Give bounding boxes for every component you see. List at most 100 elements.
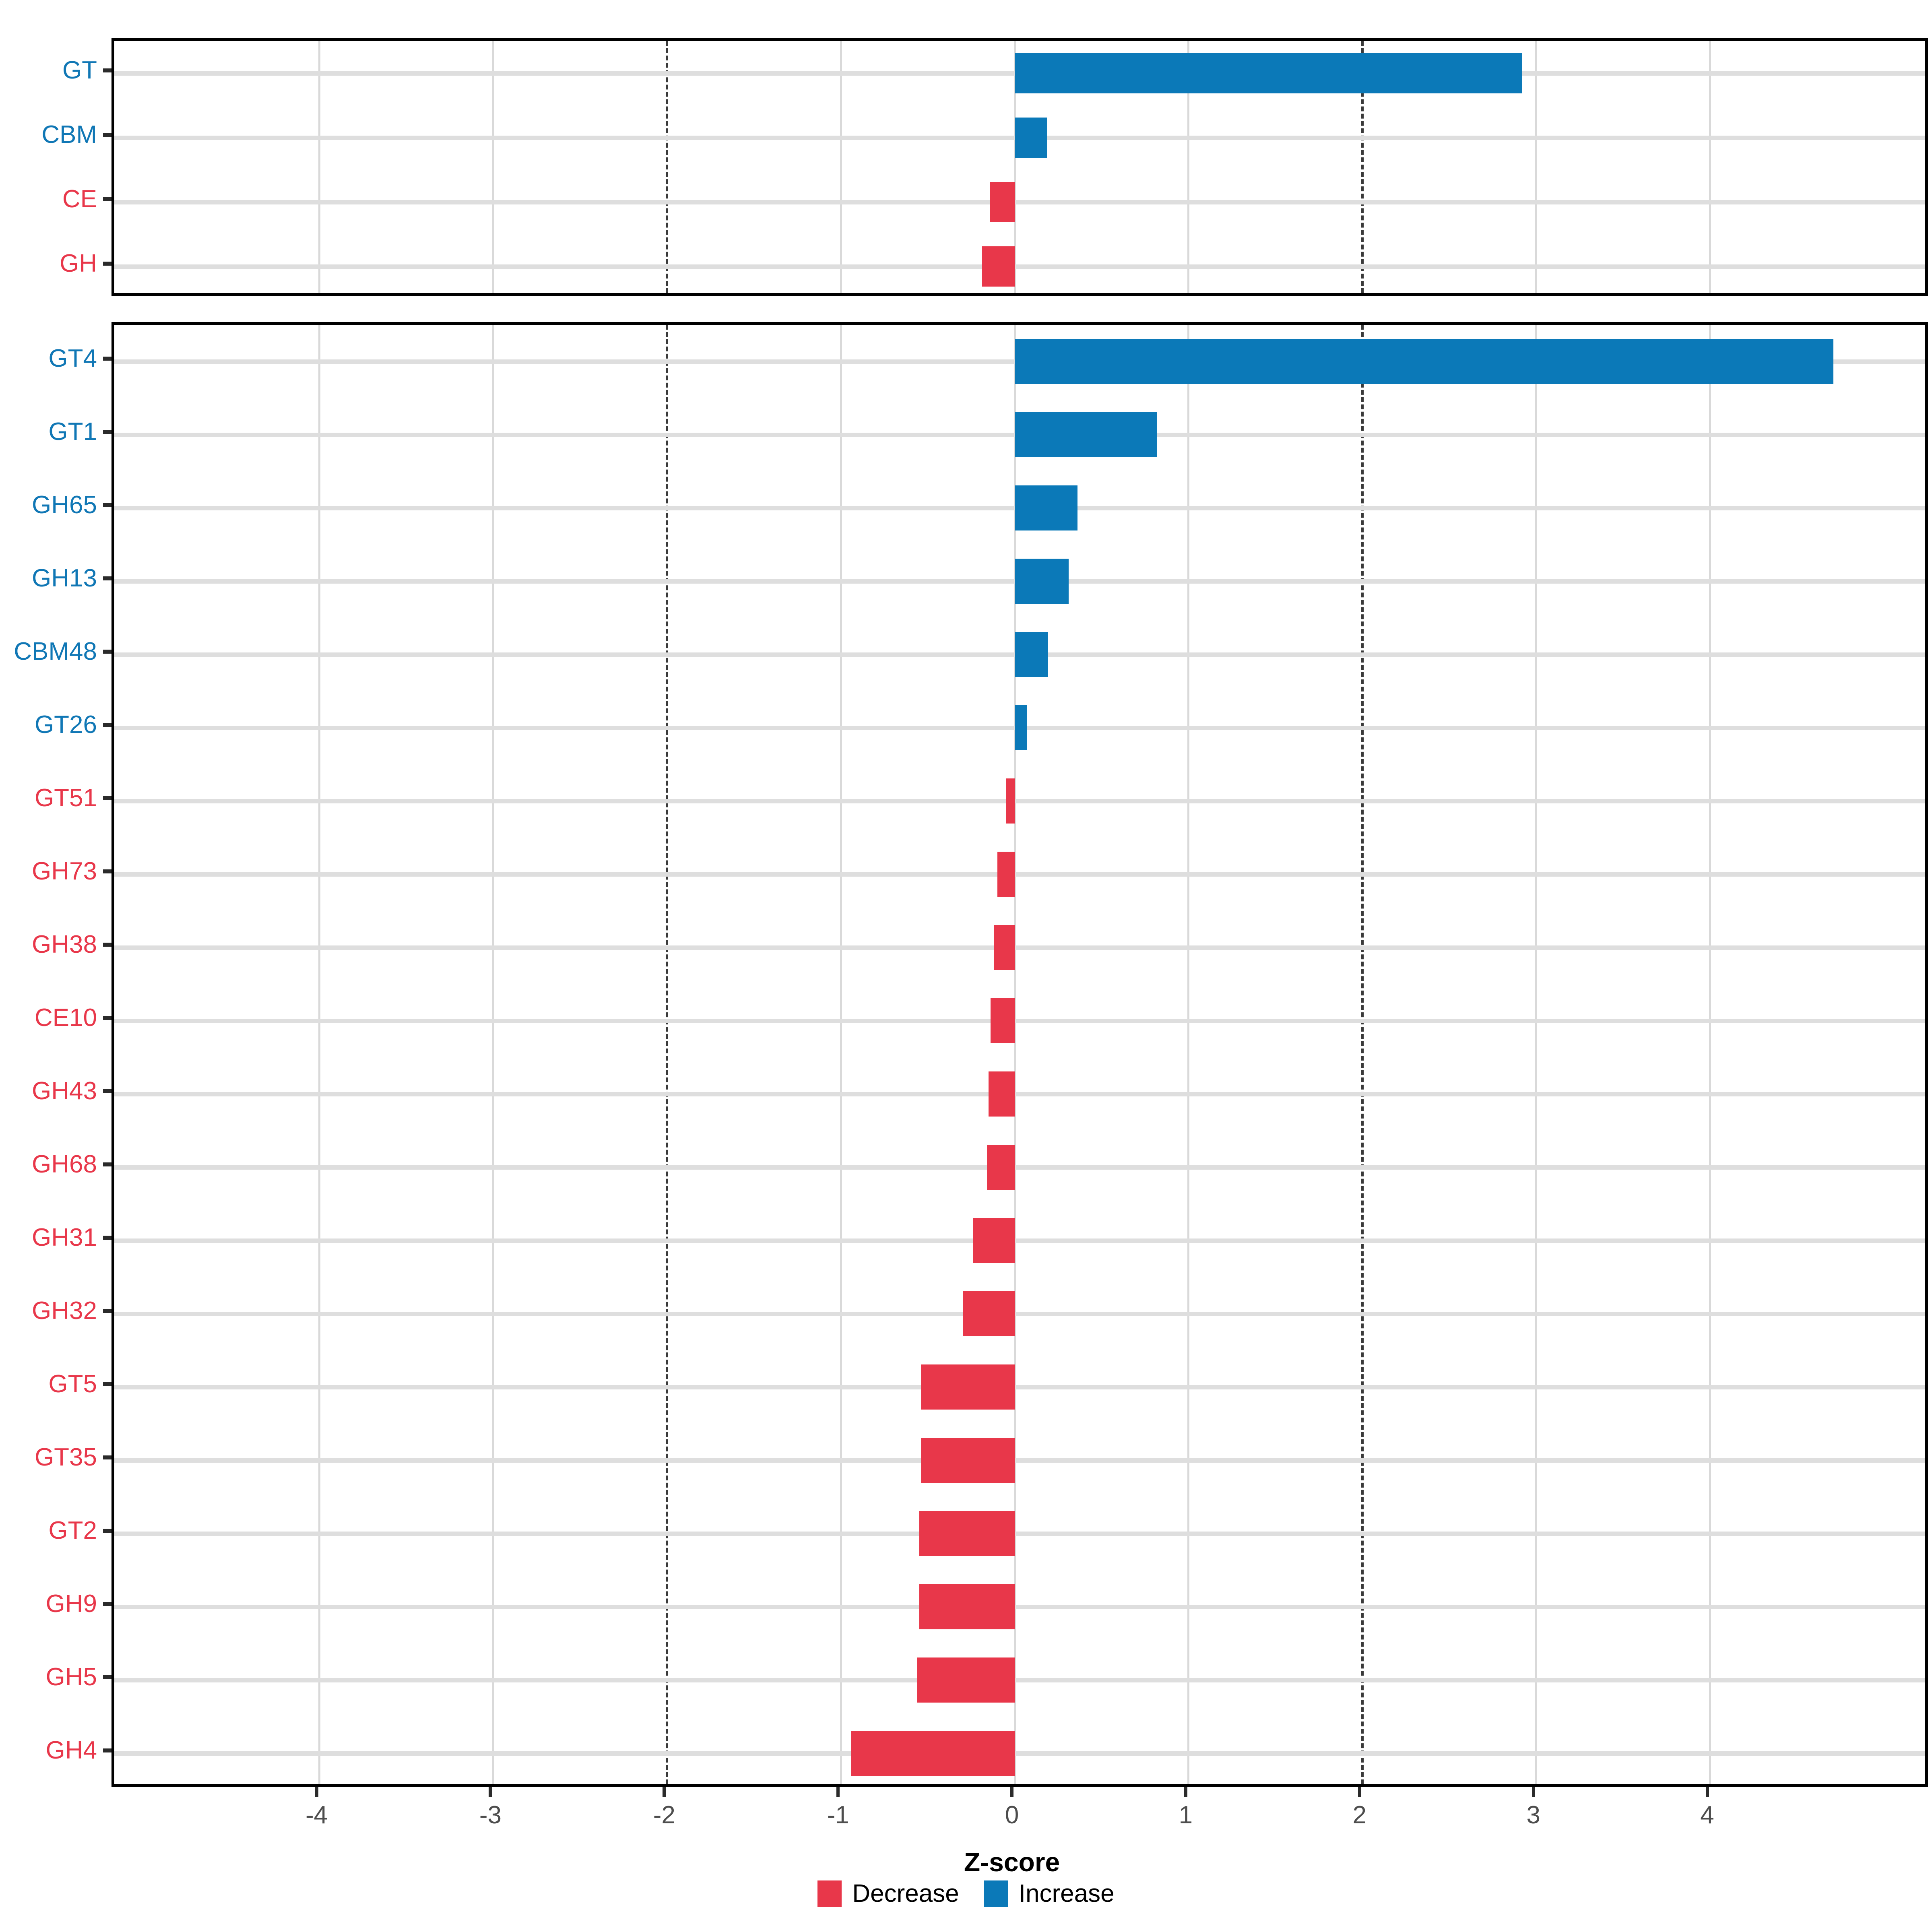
- y-tick-GH38: [103, 943, 111, 947]
- y-tick-CBM: [103, 133, 111, 137]
- bar-GH5: [917, 1657, 1015, 1703]
- bar-GT1: [1015, 412, 1158, 458]
- gridline-x--1: [840, 41, 842, 293]
- y-axis-label-GT: GT: [62, 56, 97, 84]
- gridline-y-GH5: [114, 1678, 1925, 1682]
- y-axis-label-GH4: GH4: [45, 1736, 97, 1764]
- y-tick-GH65: [103, 503, 111, 507]
- cazyme-family-panel: [111, 322, 1928, 1787]
- bar-GT4: [1015, 339, 1834, 384]
- y-axis-label-GH73: GH73: [32, 857, 97, 885]
- y-tick-GT1: [103, 430, 111, 434]
- y-axis-label-GH68: GH68: [32, 1150, 97, 1178]
- gridline-x-1: [1187, 41, 1190, 293]
- y-tick-GH32: [103, 1309, 111, 1313]
- x-tick--3: [489, 1787, 492, 1797]
- x-tick-1: [1184, 1787, 1187, 1797]
- x-tick--4: [315, 1787, 318, 1797]
- cazyme-class-plot-area: [114, 41, 1925, 293]
- gridline-y-CE10: [114, 1018, 1925, 1023]
- y-tick-GT4: [103, 357, 111, 361]
- gridline-y-GT2: [114, 1531, 1925, 1536]
- bar-GH38: [994, 925, 1015, 970]
- gridline-y-GH68: [114, 1165, 1925, 1170]
- y-axis-label-CBM: CBM: [41, 121, 97, 149]
- gridline-x--4: [318, 41, 321, 293]
- cazyme-family-plot-area: [114, 325, 1925, 1784]
- bar-GT51: [1006, 778, 1015, 824]
- x-axis-tick-label-2: 2: [1352, 1801, 1367, 1829]
- y-tick-CE: [103, 197, 111, 201]
- bar-CE: [990, 182, 1015, 222]
- legend: Decrease Increase: [0, 1880, 1932, 1907]
- gridline-x-4: [1709, 41, 1711, 293]
- x-axis-tick-label-1: 1: [1179, 1801, 1193, 1829]
- legend-item-increase[interactable]: Increase: [984, 1880, 1115, 1907]
- y-axis-label-GH31: GH31: [32, 1224, 97, 1251]
- x-axis-tick-label-0: 0: [1005, 1801, 1019, 1829]
- bar-CBM48: [1015, 632, 1048, 677]
- gridline-x--3: [492, 325, 494, 1784]
- bar-GH65: [1015, 485, 1077, 531]
- y-axis-label-GH5: GH5: [45, 1663, 97, 1691]
- gridline-x--3: [492, 41, 494, 293]
- gridline-y-GH32: [114, 1311, 1925, 1316]
- x-axis-tick-label--4: -4: [305, 1801, 328, 1829]
- bar-GT26: [1015, 705, 1027, 751]
- legend-swatch-increase: [984, 1880, 1008, 1907]
- x-axis-tick-label-3: 3: [1526, 1801, 1540, 1829]
- y-axis-label-CE: CE: [62, 185, 97, 213]
- y-axis-label-GT26: GT26: [34, 711, 97, 739]
- y-axis-label-GT4: GT4: [48, 345, 97, 372]
- y-tick-GT: [103, 68, 111, 72]
- y-axis-label-GH65: GH65: [32, 491, 97, 519]
- y-tick-GH73: [103, 869, 111, 873]
- gridline-x-2: [1361, 41, 1364, 293]
- bar-CE10: [990, 998, 1015, 1044]
- x-axis-tick-label-4: 4: [1700, 1801, 1714, 1829]
- bar-GH68: [987, 1144, 1015, 1190]
- y-tick-GH43: [103, 1089, 111, 1093]
- gridline-x--1: [840, 325, 842, 1784]
- y-tick-GT5: [103, 1382, 111, 1386]
- bar-GT5: [921, 1364, 1015, 1410]
- y-tick-GT26: [103, 723, 111, 727]
- y-axis-label-CBM48: CBM48: [14, 638, 97, 665]
- y-tick-GH9: [103, 1602, 111, 1606]
- y-axis-label-GH43: GH43: [32, 1077, 97, 1105]
- y-axis-label-GT1: GT1: [48, 418, 97, 446]
- x-tick--2: [663, 1787, 666, 1797]
- y-tick-GT2: [103, 1529, 111, 1533]
- gridline-y-GH73: [114, 872, 1925, 877]
- gridline-x-4: [1709, 325, 1711, 1784]
- y-axis-label-GH9: GH9: [45, 1590, 97, 1618]
- legend-label-increase: Increase: [1018, 1880, 1115, 1907]
- y-tick-GH68: [103, 1162, 111, 1166]
- y-tick-GH31: [103, 1236, 111, 1240]
- legend-label-decrease: Decrease: [852, 1880, 959, 1907]
- x-tick-0: [1010, 1787, 1014, 1797]
- bar-GT35: [921, 1437, 1015, 1483]
- y-tick-GH: [103, 262, 111, 266]
- y-axis-label-GT5: GT5: [48, 1370, 97, 1398]
- y-tick-CE10: [103, 1016, 111, 1020]
- bar-GH: [982, 246, 1015, 287]
- y-tick-GH5: [103, 1675, 111, 1679]
- gridline-x-0: [1013, 325, 1016, 1784]
- y-axis-label-GT51: GT51: [34, 784, 97, 812]
- y-tick-CBM48: [103, 650, 111, 654]
- y-tick-GH4: [103, 1748, 111, 1752]
- gridline-x-3: [1535, 325, 1538, 1784]
- x-tick--1: [836, 1787, 840, 1797]
- legend-item-decrease[interactable]: Decrease: [817, 1880, 959, 1907]
- cazyme-class-panel: [111, 38, 1928, 296]
- bar-GH32: [962, 1291, 1015, 1337]
- gridline-y-CE: [114, 200, 1925, 204]
- y-axis-label-GT35: GT35: [34, 1443, 97, 1471]
- y-axis-label-GH32: GH32: [32, 1297, 97, 1325]
- bar-CBM: [1015, 118, 1047, 158]
- gridline-x--2: [666, 325, 669, 1784]
- y-axis-label-GH: GH: [60, 250, 97, 277]
- x-tick-3: [1532, 1787, 1535, 1797]
